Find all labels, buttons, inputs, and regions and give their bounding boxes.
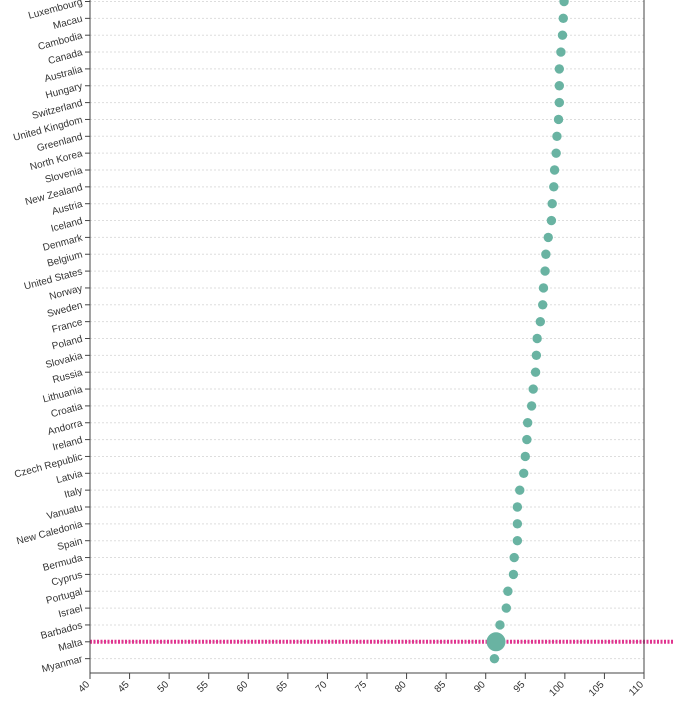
x-tick-label: 70 bbox=[314, 679, 330, 695]
y-tick-label: Macau bbox=[52, 14, 84, 32]
y-tick-label: Ireland bbox=[51, 435, 83, 454]
x-tick-label: 80 bbox=[393, 679, 409, 695]
data-point bbox=[552, 131, 562, 141]
x-tick-label: 100 bbox=[547, 679, 567, 699]
x-tick-label: 45 bbox=[116, 679, 132, 695]
data-point bbox=[515, 485, 525, 495]
y-tick-label: Latvia bbox=[55, 468, 84, 486]
data-point bbox=[554, 64, 565, 74]
data-point bbox=[553, 114, 564, 125]
x-tick-label: 40 bbox=[76, 679, 92, 695]
data-point bbox=[531, 350, 542, 361]
data-point bbox=[532, 333, 542, 344]
y-tick-label: Cyprus bbox=[50, 570, 83, 589]
x-tick-label: 65 bbox=[274, 679, 290, 695]
data-point bbox=[503, 586, 513, 596]
data-point bbox=[526, 401, 537, 411]
x-tick-label: 85 bbox=[433, 679, 449, 695]
data-point bbox=[537, 300, 548, 310]
data-point bbox=[512, 519, 523, 529]
data-point bbox=[519, 468, 529, 478]
y-tick-label: Austria bbox=[51, 199, 84, 218]
data-point bbox=[522, 434, 532, 445]
data-point bbox=[540, 266, 550, 276]
y-tick-label: Israel bbox=[57, 603, 83, 620]
x-tick-label: 105 bbox=[587, 679, 607, 699]
data-point bbox=[546, 215, 557, 226]
data-point bbox=[509, 552, 519, 563]
y-tick-label: Croatia bbox=[50, 401, 84, 420]
data-point bbox=[543, 232, 553, 243]
data-point bbox=[547, 199, 557, 209]
x-tick-label: 90 bbox=[472, 679, 488, 695]
y-tick-label: France bbox=[51, 317, 84, 336]
x-tick-label: 50 bbox=[156, 679, 172, 695]
x-tick-label: 110 bbox=[627, 679, 646, 698]
x-tick-label: 95 bbox=[512, 679, 528, 695]
data-point bbox=[551, 148, 561, 158]
highlight-point bbox=[486, 632, 506, 652]
data-point bbox=[549, 165, 560, 175]
data-point bbox=[489, 653, 500, 664]
x-tick-label: 55 bbox=[195, 679, 211, 695]
data-point bbox=[538, 283, 549, 293]
data-point bbox=[508, 569, 519, 580]
x-tick-label: 60 bbox=[235, 679, 251, 695]
y-tick-label: Spain bbox=[56, 536, 84, 553]
data-point bbox=[557, 30, 568, 40]
data-point bbox=[512, 502, 523, 512]
y-tick-label: Russia bbox=[51, 367, 84, 386]
data-point bbox=[541, 249, 551, 259]
data-point bbox=[528, 384, 538, 394]
data-point bbox=[559, 0, 569, 7]
y-tick-label: Myanmar bbox=[41, 654, 85, 676]
y-tick-label: Iceland bbox=[50, 216, 84, 235]
axis-layer: LuxembourgMacauCambodiaCanadaAustraliaHu… bbox=[12, 0, 646, 699]
data-point bbox=[554, 97, 565, 108]
data-point bbox=[501, 603, 511, 613]
x-tick-label: 75 bbox=[353, 679, 369, 695]
data-point bbox=[522, 418, 533, 428]
y-tick-label: Malta bbox=[57, 637, 84, 654]
data-point bbox=[549, 182, 559, 192]
points-layer bbox=[486, 0, 569, 664]
data-point bbox=[520, 451, 530, 462]
data-point bbox=[530, 367, 541, 377]
y-tick-label: Poland bbox=[51, 334, 84, 353]
data-point bbox=[535, 316, 546, 327]
data-point bbox=[558, 13, 568, 24]
data-point bbox=[554, 81, 565, 91]
y-tick-label: Norway bbox=[48, 283, 84, 302]
y-tick-label: Italy bbox=[63, 485, 84, 500]
data-point bbox=[495, 620, 505, 630]
data-point bbox=[512, 536, 523, 546]
data-point bbox=[556, 47, 566, 57]
